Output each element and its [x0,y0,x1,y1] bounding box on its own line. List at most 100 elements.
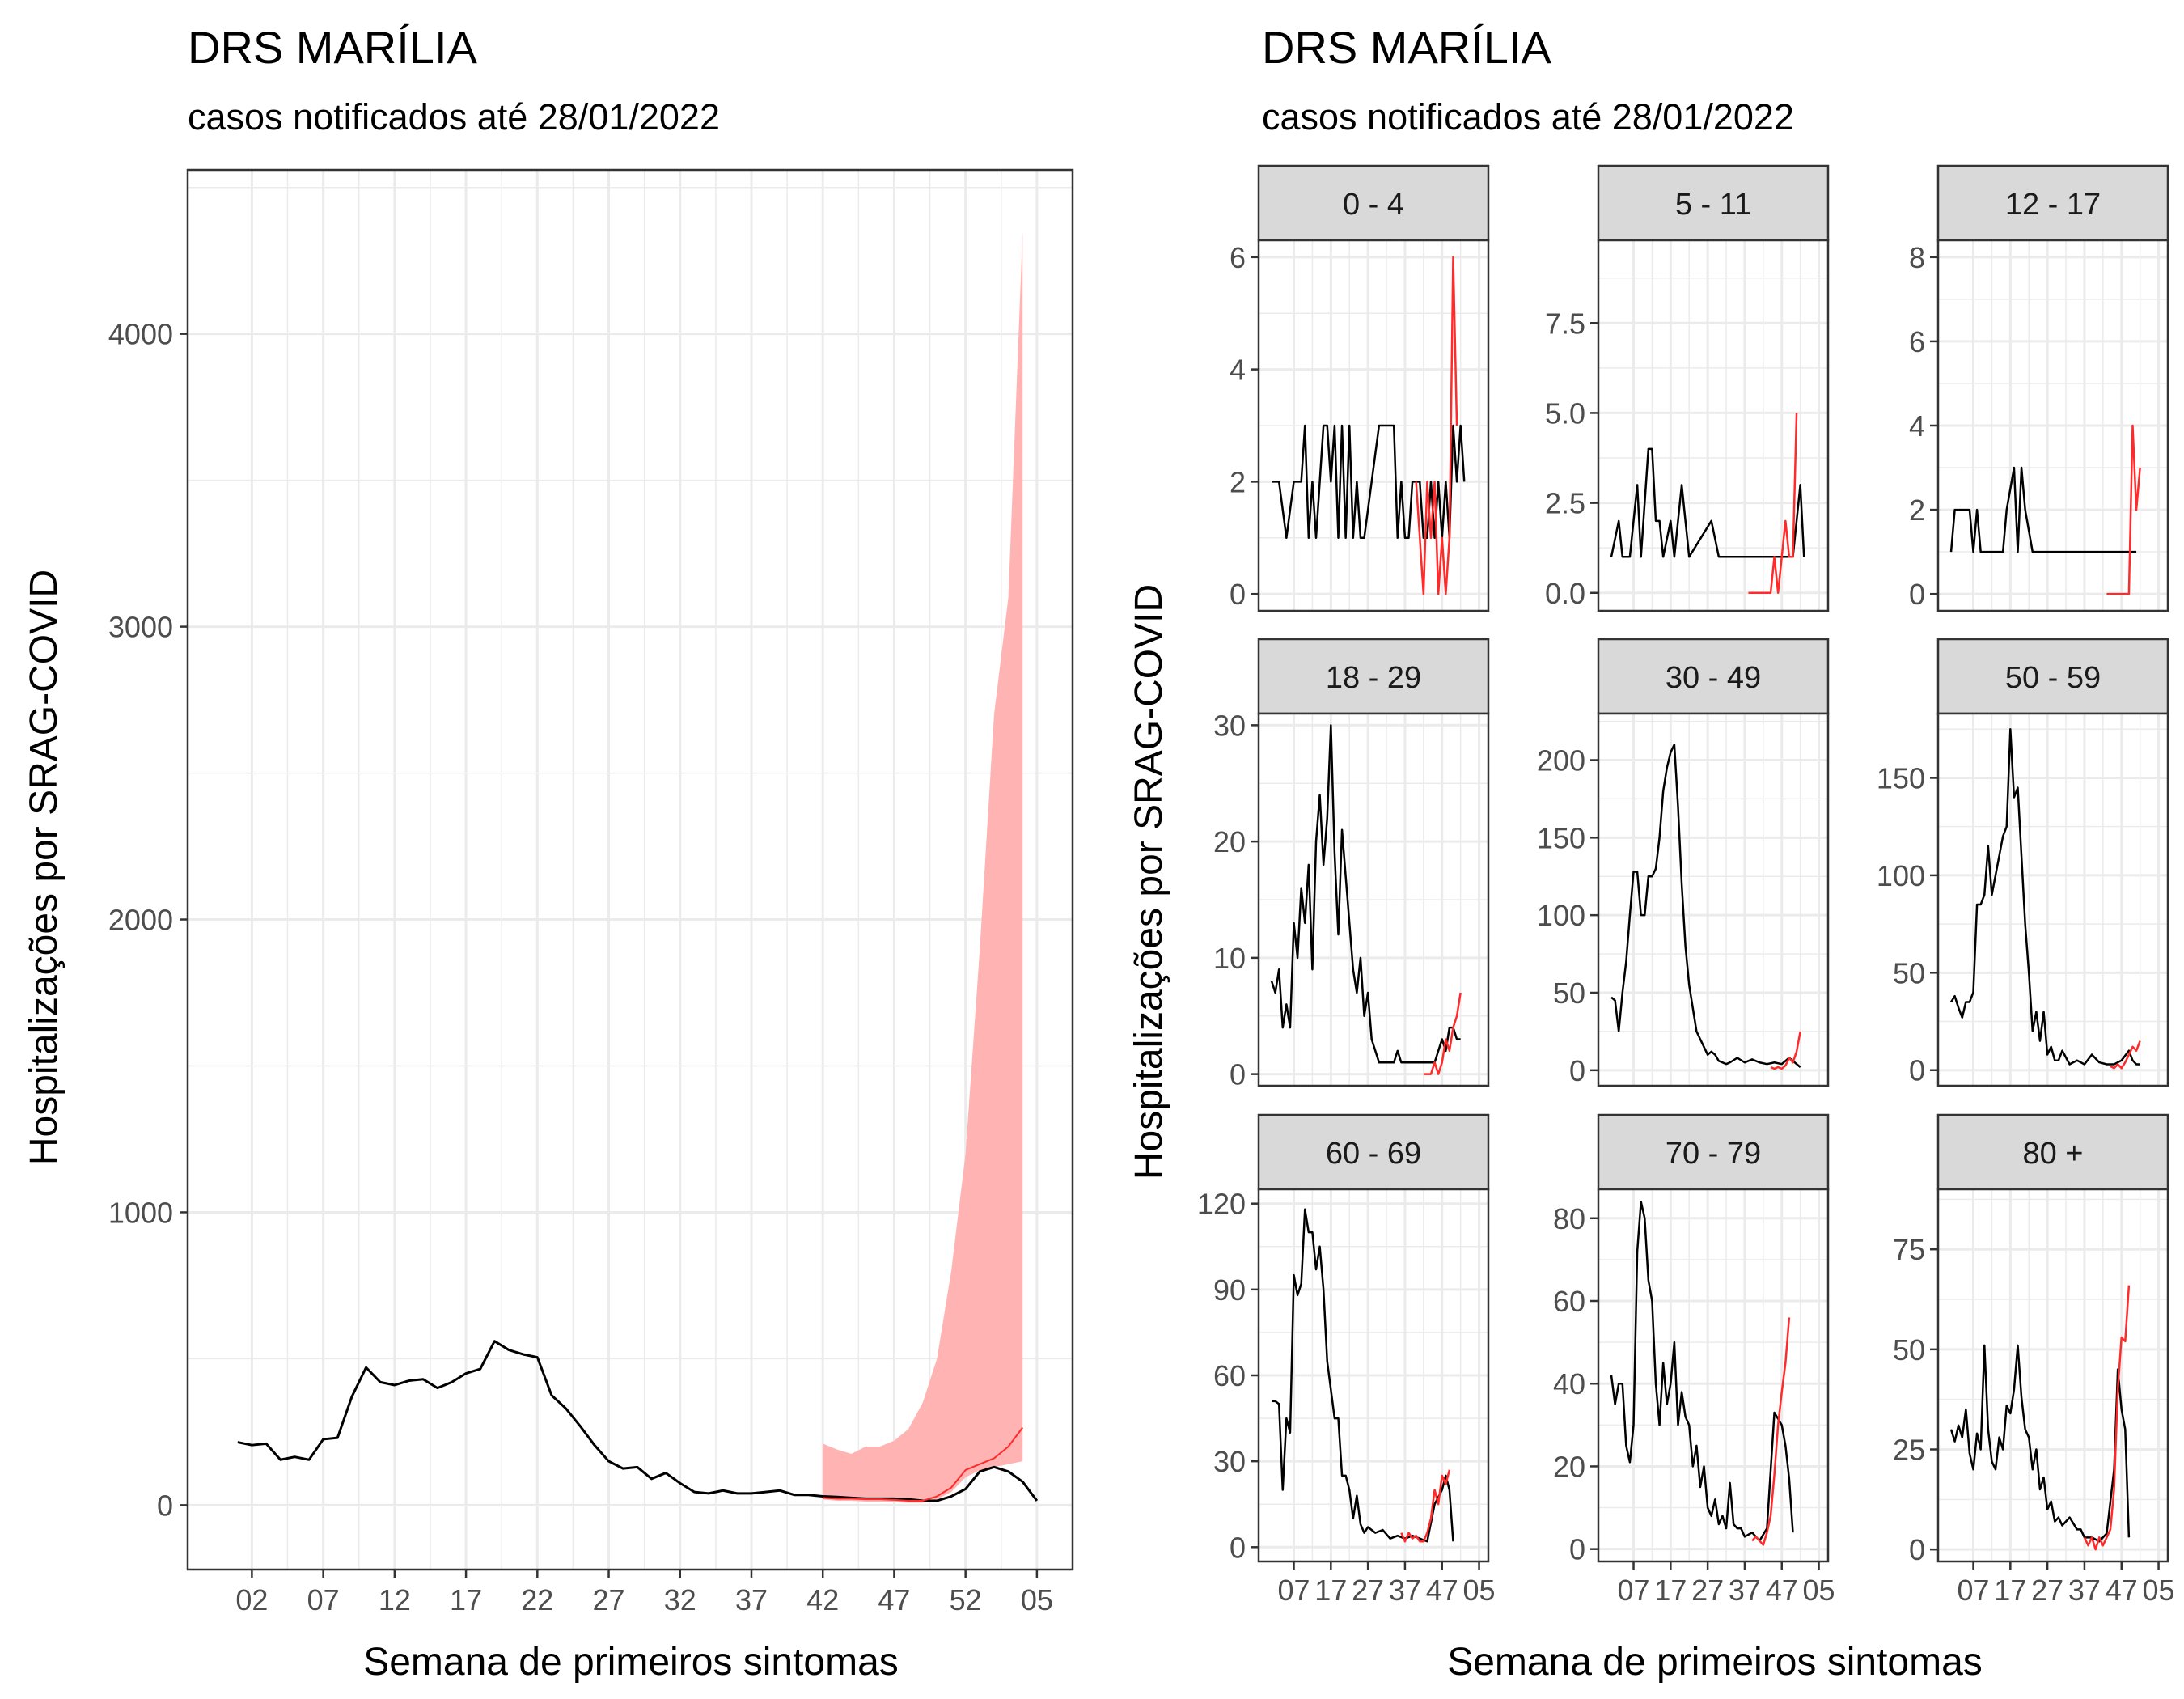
facet-y-tick-label: 60 [1553,1285,1585,1318]
facet-x-tick-label: 07 [1277,1574,1310,1607]
facet-border [1936,1188,2169,1563]
facet-y-tick-label: 30 [1213,709,1246,742]
facet-panel: 0 - 4 0 2 4 6 [1230,164,1490,612]
facet-y-tick-label: 10 [1213,942,1246,975]
left-x-tick-label: 05 [1021,1583,1053,1616]
facet-y-tick-label: 0 [1230,578,1246,611]
facet-y-tick-label: 100 [1877,859,1925,892]
left-y-tick-label: 3000 [108,611,173,644]
facet-y-tick-label: 80 [1553,1202,1585,1235]
facet-y-tick-label: 0 [1569,1533,1585,1566]
left-x-tick-label: 42 [806,1583,839,1616]
facet-strip-label: 80 + [2022,1137,2083,1171]
facet-y-tick-label: 0 [1230,1531,1246,1564]
facet-panel: 30 - 49 0 50 100 150 200 [1537,638,1830,1087]
left-y-tick-label: 1000 [108,1196,173,1229]
right-y-axis-title: Hospitalizações por SRAG-COVID [1128,584,1170,1180]
facet-border [1257,712,1490,1087]
facet-y-tick-label: 4 [1909,409,1925,443]
left-chart-title: DRS MARÍLIA [188,22,477,73]
facet-y-tick-label: 30 [1213,1445,1246,1478]
facet-border [1257,239,1490,612]
right-chart-subtitle: casos notificados até 28/01/2022 [1262,96,1794,138]
facet-y-tick-label: 0.0 [1545,577,1585,610]
facet-x-tick-label: 17 [1314,1574,1347,1607]
facet-x-tick-label: 37 [1729,1574,1761,1607]
facet-panel: 18 - 29 0 10 20 30 [1213,638,1490,1091]
facet-y-tick-label: 0 [1909,578,1925,611]
facet-panel: 12 - 17 0 2 4 6 8 [1909,164,2169,612]
left-estimate-line [823,1426,1024,1502]
left-x-tick-label: 37 [735,1583,768,1616]
facet-background [1598,240,1828,611]
facet-panel: 50 - 59 0 50 100 150 [1877,638,2169,1087]
facet-y-tick-label: 50 [1893,956,1925,989]
facet-y-tick-label: 0 [1909,1054,1925,1087]
facet-y-tick-label: 150 [1877,761,1925,794]
facet-x-tick-label: 27 [2031,1574,2063,1607]
facet-x-tick-label: 07 [1957,1574,1989,1607]
facet-x-tick-label: 27 [1352,1574,1384,1607]
facet-estimate-line [1770,1031,1801,1070]
facet-strip [1257,164,1490,242]
facet-border [1597,239,1830,612]
left-plot-panel: 02 07 12 17 22 27 32 37 42 47 52 05 0 1000 2000 3000 400… [108,168,1074,1616]
facet-estimate-line [1400,1469,1451,1543]
facet-y-tick-label: 2 [1230,465,1246,498]
facet-y-tick-label: 0 [1909,1533,1925,1566]
facet-y-tick-label: 6 [1230,241,1246,274]
facet-estimate-line [2106,424,2141,595]
left-x-tick-label: 07 [307,1583,340,1616]
facet-y-tick-label: 20 [1553,1450,1585,1483]
facet-y-tick-label: 200 [1537,744,1585,777]
facet-strip-label: 30 - 49 [1666,661,1761,695]
facet-x-tick-label: 37 [1389,1574,1421,1607]
facet-x-tick-label: 17 [1654,1574,1687,1607]
left-y-tick-label: 0 [157,1489,173,1522]
facet-strip [1257,1113,1490,1191]
left-panel-background [188,170,1073,1570]
left-x-tick-label: 17 [450,1583,482,1616]
facet-x-tick-label: 05 [2143,1574,2175,1607]
facet-y-tick-label: 5.0 [1545,396,1585,430]
facet-observed-line [1610,744,1801,1068]
facet-y-tick-label: 0 [1230,1058,1246,1091]
facet-panel: 80 + 0 25 50 75 07 17 27 37 47 05 [1893,1113,2175,1607]
facet-x-tick-label: 47 [1426,1574,1458,1607]
facet-x-tick-label: 07 [1617,1574,1649,1607]
facet-y-tick-label: 120 [1197,1188,1246,1221]
left-x-tick-label: 12 [379,1583,411,1616]
left-x-tick-label: 02 [235,1583,268,1616]
facet-border [1936,239,2169,612]
left-observed-line [237,1340,1039,1502]
facet-background [1938,714,2168,1086]
left-x-tick-label: 32 [664,1583,696,1616]
facet-observed-line [1949,466,2137,553]
facet-y-tick-label: 6 [1909,325,1925,358]
facet-strip-label: 18 - 29 [1326,661,1421,695]
left-x-axis-title: Semana de primeiros sintomas [363,1641,899,1684]
facet-observed-line [1949,728,2140,1066]
facet-border [1936,712,2169,1087]
facet-panel: 5 - 11 0.0 2.5 5.0 7.5 [1545,164,1830,612]
facet-panel: 60 - 69 0 30 60 90 120 07 17 27 37 47 05 [1197,1113,1496,1607]
facet-y-tick-label: 2.5 [1545,487,1585,520]
facet-x-tick-label: 47 [1766,1574,1798,1607]
left-panel-border [186,168,1074,1571]
facet-x-tick-label: 37 [2068,1574,2101,1607]
facet-y-tick-label: 40 [1553,1367,1585,1400]
facet-y-tick-label: 60 [1213,1359,1246,1392]
facet-strip-label: 0 - 4 [1343,188,1404,222]
facet-estimate-line [2083,1285,2131,1551]
facet-strip [1597,164,1830,242]
left-x-tick-label: 22 [521,1583,553,1616]
facet-y-tick-label: 8 [1909,241,1925,274]
facet-x-tick-label: 05 [1803,1574,1835,1607]
right-x-axis-title: Semana de primeiros sintomas [1447,1641,1983,1684]
facet-x-tick-label: 05 [1463,1574,1496,1607]
facet-y-tick-label: 75 [1893,1233,1925,1266]
left-x-tick-label: 47 [878,1583,910,1616]
facet-panel: 70 - 79 0 20 40 60 80 07 17 27 37 47 05 [1553,1113,1835,1607]
facet-y-tick-label: 100 [1537,899,1585,932]
